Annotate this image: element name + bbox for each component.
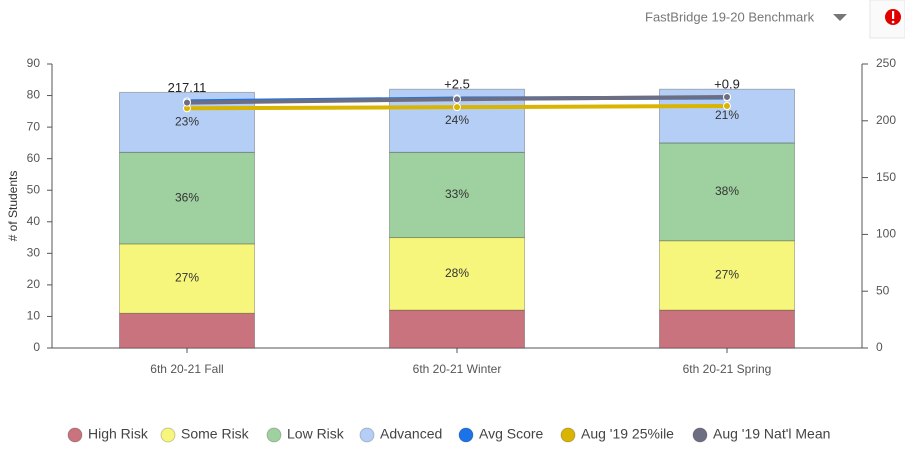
y-tick-label: 60 bbox=[27, 151, 41, 165]
legend-label[interactable]: Some Risk bbox=[181, 426, 250, 442]
legend-label[interactable]: Aug '19 Nat'l Mean bbox=[713, 426, 830, 442]
legend-marker bbox=[560, 427, 576, 443]
legend-marker bbox=[266, 427, 282, 443]
segment-label: 36% bbox=[175, 190, 199, 204]
legend-label[interactable]: Aug '19 25%ile bbox=[581, 426, 674, 442]
legend-label[interactable]: High Risk bbox=[88, 426, 149, 442]
segment-label: 27% bbox=[175, 271, 199, 285]
x-tick-label: 6th 20-21 Spring bbox=[683, 362, 772, 376]
alert-icon-bar bbox=[892, 11, 895, 19]
legend-marker bbox=[458, 427, 474, 443]
line-point bbox=[723, 92, 731, 101]
y2-tick-label: 100 bbox=[876, 227, 896, 241]
segment-label: 28% bbox=[445, 266, 469, 280]
y-tick-label: 20 bbox=[27, 277, 41, 291]
y-tick-label: 70 bbox=[27, 119, 41, 133]
legend-marker bbox=[359, 427, 375, 443]
bar-segment bbox=[119, 312, 255, 349]
line-point bbox=[453, 95, 461, 104]
annotation: 217.11 bbox=[168, 80, 207, 95]
line-point bbox=[183, 98, 191, 107]
annotation: +2.5 bbox=[444, 77, 470, 92]
y2-tick-label: 0 bbox=[876, 340, 883, 354]
bar-segment bbox=[389, 237, 525, 311]
y-tick-label: 80 bbox=[27, 88, 41, 102]
segment-label: 27% bbox=[715, 268, 739, 282]
segment-label: 21% bbox=[715, 108, 739, 122]
y2-tick-label: 200 bbox=[876, 113, 896, 127]
line-point bbox=[723, 102, 731, 111]
segment-label: 33% bbox=[445, 187, 469, 201]
y-tick-label: 0 bbox=[33, 340, 40, 354]
y-axis-label: # of Students bbox=[6, 171, 20, 242]
segment-label: 38% bbox=[715, 184, 739, 198]
line-point bbox=[453, 103, 461, 112]
bar-segment bbox=[659, 309, 795, 349]
y2-tick-label: 50 bbox=[876, 283, 890, 297]
legend-label[interactable]: Low Risk bbox=[287, 426, 345, 442]
y-tick-label: 50 bbox=[27, 182, 41, 196]
legend-marker bbox=[692, 427, 708, 443]
x-tick-label: 6th 20-21 Fall bbox=[150, 362, 223, 376]
y-tick-label: 10 bbox=[27, 309, 41, 323]
annotation: +0.9 bbox=[714, 77, 740, 92]
x-tick-label: 6th 20-21 Winter bbox=[413, 362, 502, 376]
legend-label[interactable]: Avg Score bbox=[479, 426, 544, 442]
bar-segment bbox=[389, 151, 525, 239]
y-tick-label: 30 bbox=[27, 246, 41, 260]
bar-segment bbox=[659, 240, 795, 311]
legend-label[interactable]: Advanced bbox=[380, 426, 442, 442]
segment-label: 23% bbox=[175, 115, 199, 129]
y2-tick-label: 250 bbox=[876, 56, 896, 70]
legend-marker bbox=[67, 427, 83, 443]
bar-segment bbox=[659, 142, 795, 242]
bar-segment bbox=[119, 243, 255, 314]
legend-marker bbox=[160, 427, 176, 443]
bar-segment bbox=[119, 151, 255, 245]
dropdown-arrow[interactable] bbox=[833, 14, 847, 21]
y-tick-label: 90 bbox=[27, 56, 41, 70]
bar-segment bbox=[389, 309, 525, 349]
y-tick-label: 40 bbox=[27, 214, 41, 228]
y2-tick-label: 150 bbox=[876, 170, 896, 184]
benchmark-selector[interactable]: FastBridge 19-20 Benchmark bbox=[645, 9, 815, 24]
segment-label: 24% bbox=[445, 113, 469, 127]
alert-icon-dot bbox=[891, 20, 895, 24]
